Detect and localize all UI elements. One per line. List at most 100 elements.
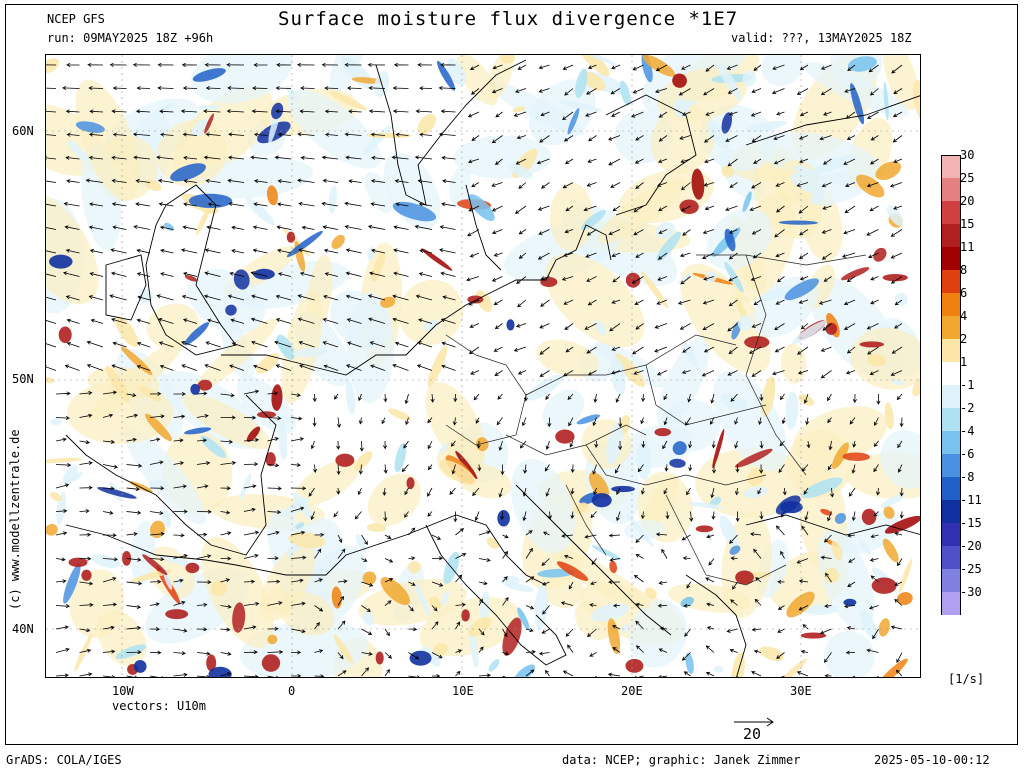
- wind-vector: [250, 317, 268, 324]
- wind-vector: [851, 511, 856, 522]
- wind-vector: [729, 182, 738, 188]
- wind-vector: [799, 158, 809, 163]
- colorbar: [941, 155, 961, 615]
- coastline: [425, 524, 567, 666]
- field-streak: [188, 193, 233, 209]
- field-streak: [225, 304, 237, 316]
- field-streak: [712, 428, 725, 469]
- wind-vector: [803, 393, 809, 404]
- wind-vector: [615, 393, 621, 403]
- wind-vector: [491, 88, 503, 94]
- field-cell: [68, 557, 88, 567]
- wind-vector: [705, 64, 715, 72]
- wind-vector: [324, 272, 339, 277]
- wind-vector: [796, 671, 809, 677]
- colorbar-swatch: [941, 201, 961, 224]
- wind-vector: [102, 649, 116, 654]
- wind-vector: [126, 510, 142, 515]
- field-patch: [449, 166, 471, 207]
- wind-vector: [183, 202, 198, 207]
- wind-vector: [805, 417, 810, 426]
- wind-vector: [452, 417, 457, 426]
- wind-vector: [439, 225, 456, 230]
- field-cell: [625, 659, 644, 673]
- wind-vector: [337, 652, 344, 660]
- colorbar-label: -6: [960, 447, 975, 461]
- wind-vector: [136, 318, 151, 324]
- field-streak: [581, 210, 606, 231]
- wind-vector: [544, 464, 550, 472]
- wind-vector: [759, 393, 764, 402]
- field-streak: [380, 577, 410, 606]
- wind-vector: [79, 602, 94, 607]
- field-streak: [46, 58, 60, 74]
- field-streak: [423, 319, 439, 331]
- wind-vector: [65, 248, 80, 254]
- wind-vector: [196, 438, 208, 443]
- wind-vector: [708, 558, 715, 566]
- wind-vector: [800, 649, 809, 654]
- wind-vector: [611, 346, 621, 351]
- wind-vector: [680, 205, 691, 212]
- wind-vector: [277, 202, 292, 207]
- wind-vector: [523, 393, 528, 402]
- wind-vector: [710, 487, 715, 499]
- wind-vector: [641, 440, 646, 449]
- wind-vector: [344, 62, 362, 67]
- wind-vector: [392, 109, 409, 114]
- wind-vector: [777, 628, 785, 633]
- wind-vector: [370, 364, 386, 371]
- wind-vector: [469, 252, 480, 258]
- wind-vector: [156, 155, 174, 160]
- field-cell: [206, 654, 217, 672]
- wind-vector: [588, 135, 597, 142]
- wind-vector: [562, 370, 574, 377]
- wind-vector: [562, 670, 574, 677]
- wind-vector: [367, 294, 386, 301]
- wind-vector: [290, 601, 306, 606]
- wind-vector: [324, 109, 339, 114]
- wind-vector: [777, 579, 785, 584]
- wind-vector: [109, 62, 127, 67]
- field-streak: [859, 541, 872, 555]
- wind-vector: [220, 486, 231, 491]
- wind-vector: [404, 511, 409, 518]
- wind-vector: [686, 581, 691, 589]
- field-cell: [81, 569, 92, 581]
- wind-vector: [545, 440, 550, 450]
- wind-vector: [612, 205, 621, 212]
- wind-vector: [658, 111, 668, 118]
- wind-vector: [640, 417, 645, 425]
- wind-vector: [417, 62, 433, 67]
- field-streak: [432, 642, 448, 657]
- wind-vector: [431, 605, 438, 612]
- wind-vector: [276, 225, 292, 230]
- wind-vector: [63, 271, 80, 277]
- wind-vector: [734, 487, 739, 496]
- wind-vector: [502, 576, 508, 583]
- wind-vector: [404, 393, 409, 405]
- wind-vector: [796, 558, 809, 564]
- field-patch: [236, 376, 296, 435]
- wind-vector: [896, 652, 903, 664]
- wind-vector: [868, 605, 879, 610]
- watermark: (c) www.modellzentrale.de: [8, 429, 22, 610]
- field-patch: [67, 381, 174, 445]
- wind-vector: [538, 88, 550, 93]
- wind-vector: [780, 393, 785, 401]
- wind-vector: [277, 179, 292, 184]
- wind-vector: [466, 276, 480, 282]
- wind-vector: [538, 651, 550, 656]
- wind-vector: [502, 597, 509, 606]
- field-streak: [328, 91, 367, 111]
- country-border: [565, 484, 607, 556]
- wind-vector: [844, 205, 856, 214]
- coastline: [105, 254, 147, 321]
- wind-vector: [727, 158, 738, 167]
- wind-vector: [300, 155, 315, 160]
- wind-vector: [381, 417, 386, 425]
- field-streak: [534, 584, 548, 630]
- wind-vector: [656, 182, 668, 187]
- wind-vector: [500, 464, 505, 476]
- wind-vector: [889, 182, 903, 188]
